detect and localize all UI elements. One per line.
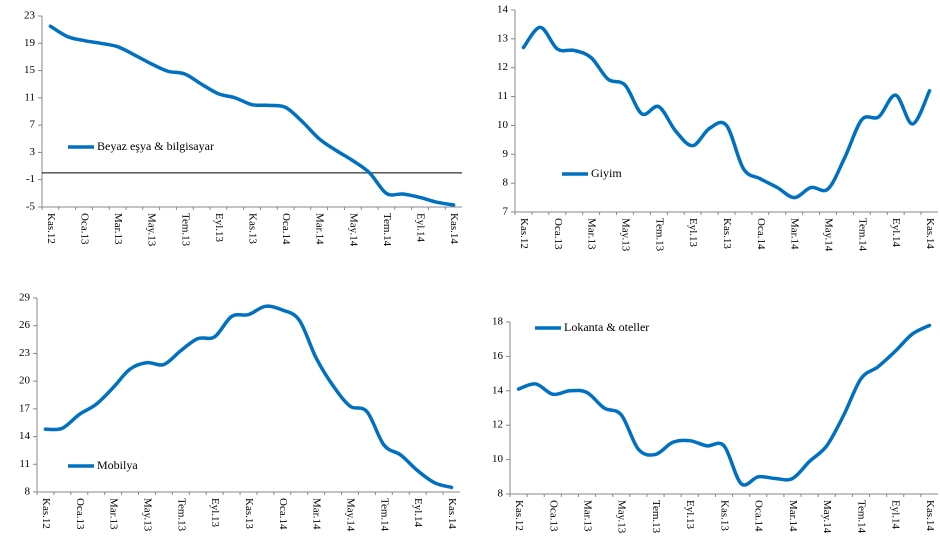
y-tick-label: -5 [26,201,36,213]
x-tick-label: Oca.13 [78,213,90,245]
y-tick-label: -1 [26,173,35,185]
x-tick-label: May.13 [616,500,628,534]
x-tick-label: Eyl.14 [890,218,902,248]
y-tick-label: 10 [492,453,504,465]
legend-label: Mobilya [97,458,138,472]
y-tick-label: 18 [492,316,504,328]
x-tick-label: Eyl.13 [213,213,225,243]
x-tick-label: Eyl.14 [890,500,902,530]
y-tick-label: 17 [19,402,31,414]
x-tick-label: Oca.14 [755,218,767,250]
y-tick-label: 7 [503,206,509,218]
y-tick-label: 16 [492,350,504,362]
x-tick-label: Tem.14 [855,500,867,534]
legend-label: Beyaz eşya & bilgisayar [97,139,214,153]
x-tick-label: Kas.14 [924,218,936,249]
x-tick-label: Eyl.13 [209,498,221,528]
x-tick-label: May.14 [822,218,834,252]
x-tick-label: Kas.12 [518,218,530,249]
x-tick-label: Mar.13 [112,213,124,245]
y-tick-label: 15 [24,64,36,76]
y-tick-label: 13 [497,32,509,44]
y-tick-label: 14 [497,4,509,16]
x-tick-label: Mar.13 [582,500,594,532]
line [516,323,932,487]
x-tick-label: May.13 [141,498,153,532]
x-tick-label: Eyl.13 [684,500,696,530]
y-tick-label: 19 [24,37,36,49]
x-tick-label: Kas.12 [40,498,52,529]
x-tick-label: May.14 [821,500,833,534]
x-tick-label: Tem.14 [381,213,393,247]
x-tick-label: Tem.14 [378,498,390,532]
x-tick-label: Kas.14 [924,500,936,531]
x-tick-label: Kas.14 [448,213,460,244]
x-tick-label: Kas.13 [246,213,258,244]
y-tick-label: 11 [24,91,35,103]
x-tick-label: Mar.14 [789,218,801,250]
x-tick-label: Eyl.13 [687,218,699,248]
x-tick-label: Kas.13 [721,218,733,249]
x-tick-label: May.14 [344,498,356,532]
x-tick-label: Oca.14 [753,500,765,532]
y-tick-label: 12 [497,61,508,73]
y-tick-label: 23 [19,347,31,359]
x-tick-label: Mar.14 [787,500,799,532]
x-tick-label: Oca.13 [552,218,564,250]
line [521,25,932,200]
y-tick-label: 14 [492,384,504,396]
x-tick-label: Eyl.14 [414,213,426,243]
x-tick-label: Oca.14 [277,498,289,530]
x-tick-label: May.13 [619,218,631,252]
x-tick-label: Tem.13 [653,218,665,252]
x-tick-label: Mar.13 [586,218,598,250]
y-tick-label: 23 [24,10,36,22]
y-tick-label: 10 [497,119,509,131]
y-tick-label: 8 [498,488,504,500]
legend-label: Lokanta & oteller [564,320,649,334]
x-tick-label: Tem.13 [179,213,191,247]
x-tick-label: Kas.12 [513,500,525,531]
x-tick-label: Oca.13 [74,498,86,530]
y-tick-label: 20 [19,375,31,387]
x-tick-label: May.13 [146,213,158,247]
line [48,24,456,207]
x-tick-label: Tem.14 [856,218,868,252]
x-tick-label: Mar.14 [314,213,326,245]
legend-label: Giyim [591,166,622,180]
y-tick-label: 11 [19,458,30,470]
x-tick-label: May.14 [347,213,359,247]
y-tick-label: 8 [25,486,31,498]
y-tick-label: 29 [19,292,31,304]
y-tick-label: 9 [503,148,509,160]
x-tick-label: Oca.13 [547,500,559,532]
x-tick-label: Kas.14 [446,498,458,529]
x-tick-label: Oca.14 [280,213,292,245]
x-tick-label: Tem.13 [175,498,187,532]
line [43,304,454,490]
x-tick-label: Mar.14 [311,498,323,530]
x-tick-label: Kas.13 [243,498,255,529]
y-tick-label: 7 [30,119,36,131]
x-tick-label: Eyl.14 [412,498,424,528]
y-tick-label: 12 [492,419,503,431]
x-tick-label: Tem.13 [650,500,662,534]
y-tick-label: 11 [497,90,508,102]
x-tick-label: Kas.12 [45,213,57,244]
x-tick-label: Kas.13 [718,500,730,531]
y-tick-label: 3 [30,146,36,158]
x-tick-label: Mar.13 [108,498,120,530]
y-tick-label: 8 [503,177,509,189]
y-tick-label: 14 [19,430,31,442]
y-tick-label: 26 [19,319,31,331]
